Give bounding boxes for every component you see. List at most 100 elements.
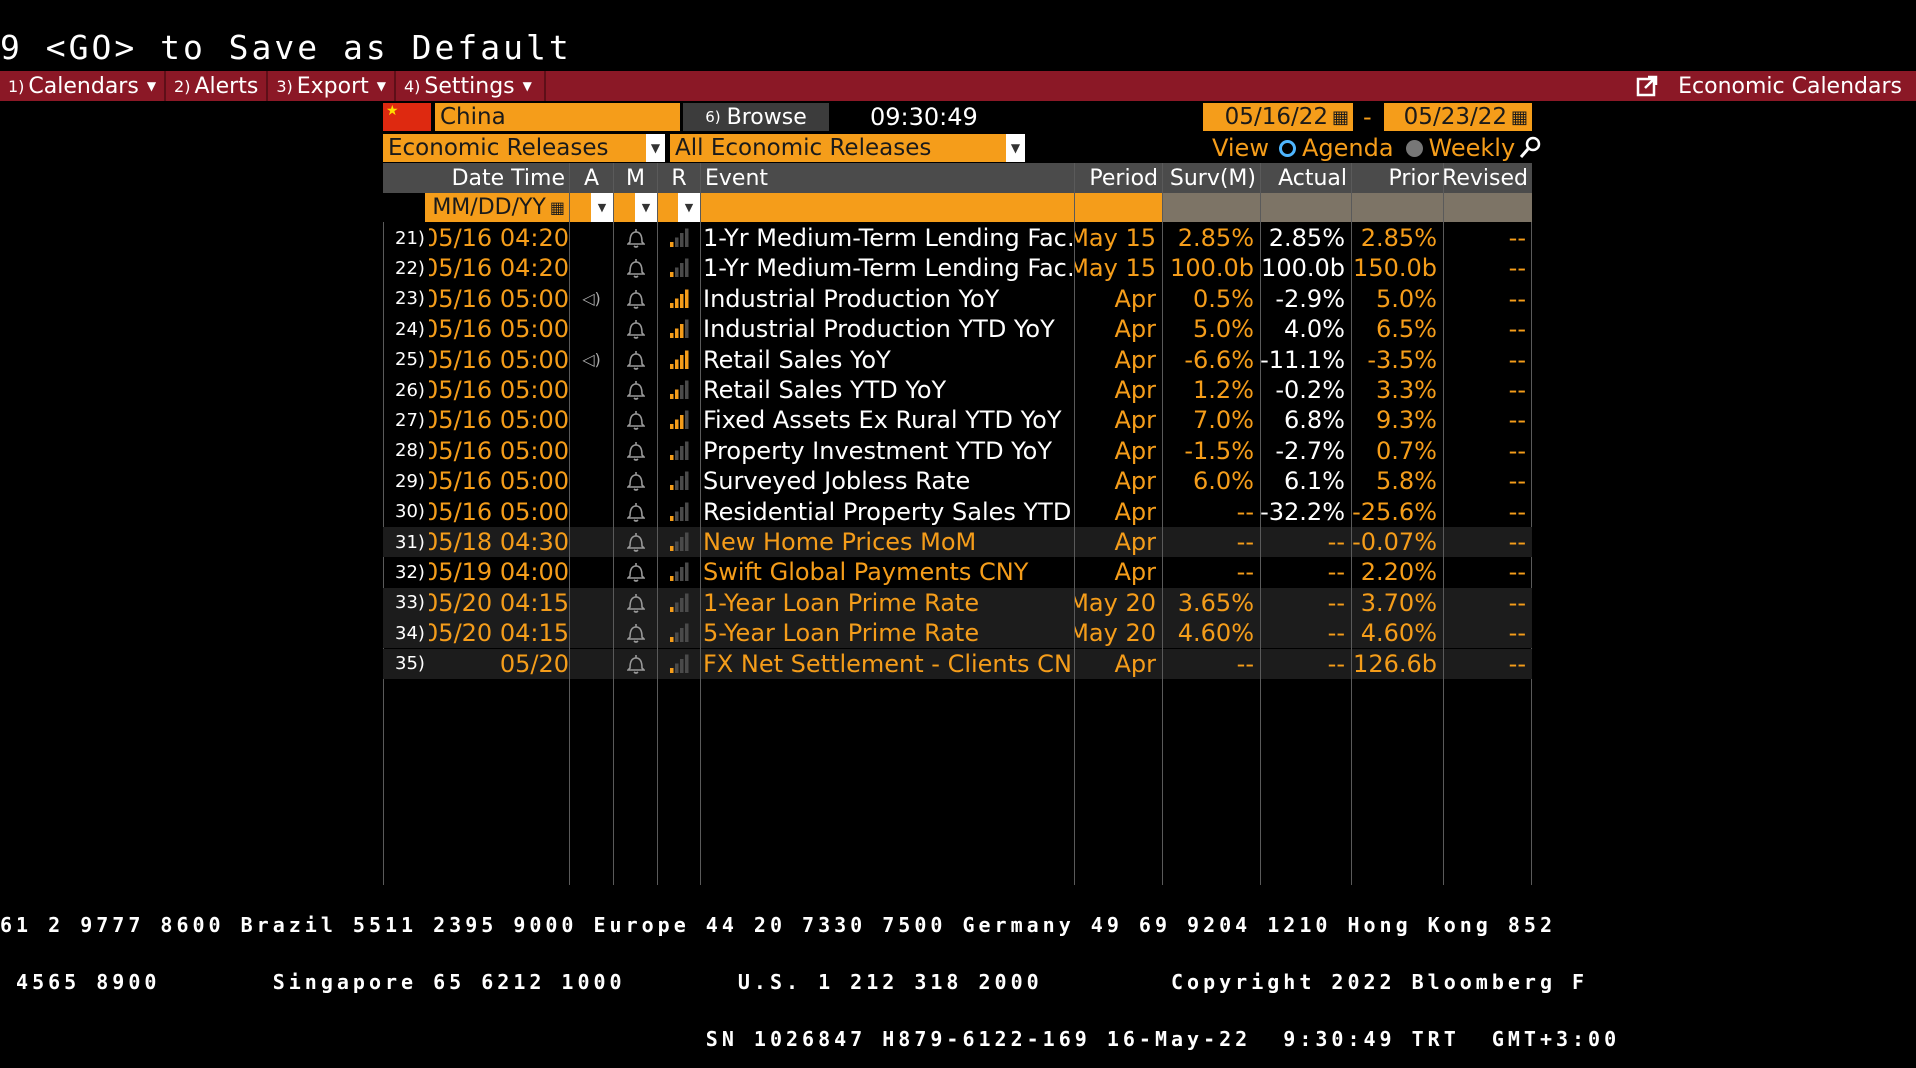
chevron-down-icon[interactable]: ▼ xyxy=(678,193,700,222)
col-header-revised[interactable]: Revised xyxy=(1442,163,1532,193)
bell-icon[interactable] xyxy=(614,557,657,587)
agenda-radio[interactable] xyxy=(1278,139,1296,157)
bell-icon[interactable] xyxy=(614,588,657,618)
table-row[interactable]: 31) 05/18 04:30 New Home Prices MoM Apr -- --… xyxy=(383,527,1532,557)
menu-calendars[interactable]: 1) Calendars ▼ xyxy=(0,71,167,101)
bell-icon[interactable] xyxy=(614,527,657,557)
filter-period[interactable] xyxy=(1075,193,1162,222)
row-index[interactable]: 23) xyxy=(395,288,425,310)
col-header-event[interactable]: Event xyxy=(701,163,1074,193)
speaker-icon[interactable]: ◁) xyxy=(582,289,601,309)
menu-alerts[interactable]: 2) Alerts xyxy=(166,71,269,101)
table-row[interactable]: 22) 05/16 04:20 1-Yr Medium-Term Lending F… xyxy=(383,253,1532,283)
cell-event[interactable]: Residential Property Sales YTD … xyxy=(703,497,1072,526)
bell-icon[interactable] xyxy=(614,497,657,527)
row-index[interactable]: 22) xyxy=(395,257,425,279)
country-field[interactable]: China xyxy=(435,103,680,131)
row-index[interactable]: 35) xyxy=(395,653,425,675)
release-filter-dropdown[interactable]: ▼ xyxy=(1006,134,1025,162)
col-header-actual[interactable]: Actual xyxy=(1261,163,1351,193)
chevron-down-icon[interactable]: ▼ xyxy=(635,193,657,222)
calendar-icon[interactable]: ▦ xyxy=(1331,106,1349,128)
cell-event[interactable]: Surveyed Jobless Rate xyxy=(703,467,971,496)
bell-icon[interactable] xyxy=(614,223,657,253)
table-row[interactable]: 24) 05/16 05:00 Industrial Production YTD … xyxy=(383,314,1532,344)
cell-event[interactable]: Retail Sales YoY xyxy=(703,345,891,374)
table-row[interactable]: 28) 05/16 05:00 Property Investment YTD Yo… xyxy=(383,436,1532,466)
bell-icon[interactable] xyxy=(614,345,657,375)
table-row[interactable]: 27) 05/16 05:00 Fixed Assets Ex Rural YTD … xyxy=(383,405,1532,435)
table-row[interactable]: 30) 05/16 05:00 Residential Property Sales… xyxy=(383,497,1532,527)
date-from-field[interactable]: 05/16/22 ▦ xyxy=(1203,103,1353,131)
table-row[interactable]: 35) 05/20 FX Net Settlement - Clients CNY A… xyxy=(383,648,1532,679)
table-row[interactable]: 33) 05/20 04:15 1-Year Loan Prime Rate May … xyxy=(383,587,1532,618)
calendar-icon[interactable]: ▦ xyxy=(549,198,565,217)
filter-a[interactable]: ▼ xyxy=(570,193,613,222)
row-index[interactable]: 34) xyxy=(395,622,425,644)
row-index[interactable]: 29) xyxy=(395,470,425,492)
date-filter-input[interactable]: MM/DD/YY ▦ xyxy=(425,193,569,222)
cell-event[interactable]: Fixed Assets Ex Rural YTD YoY xyxy=(703,406,1062,435)
cell-event[interactable]: 1-Year Loan Prime Rate xyxy=(703,588,980,617)
row-index[interactable]: 30) xyxy=(395,501,425,523)
bell-icon[interactable] xyxy=(614,375,657,405)
cell-event[interactable]: 1-Yr Medium-Term Lending Fac… xyxy=(703,224,1072,252)
row-index[interactable]: 28) xyxy=(395,440,425,462)
row-index[interactable]: 32) xyxy=(395,561,425,583)
cell-event[interactable]: Property Investment YTD YoY xyxy=(703,436,1052,465)
col-header-a[interactable]: A xyxy=(570,163,613,193)
filter-event[interactable] xyxy=(701,193,1074,222)
col-header-datetime[interactable]: Date Time xyxy=(383,163,569,193)
row-index[interactable]: 26) xyxy=(395,379,425,401)
release-filter-select[interactable]: All Economic Releases xyxy=(670,134,1025,162)
weekly-label[interactable]: Weekly xyxy=(1428,134,1516,162)
browse-button[interactable]: 6) Browse xyxy=(683,103,829,131)
menu-export[interactable]: 3) Export ▼ xyxy=(268,71,396,101)
cell-event[interactable]: 1-Yr Medium-Term Lending Fac… xyxy=(703,254,1072,283)
menu-settings[interactable]: 4) Settings ▼ xyxy=(396,71,546,101)
chevron-down-icon[interactable]: ▼ xyxy=(591,193,613,222)
bell-icon[interactable] xyxy=(614,618,657,648)
bell-icon[interactable] xyxy=(614,405,657,435)
col-header-r[interactable]: R xyxy=(658,163,700,193)
bell-icon[interactable] xyxy=(614,466,657,496)
row-index[interactable]: 27) xyxy=(395,409,425,431)
calendar-type-select[interactable]: Economic Releases xyxy=(383,134,665,162)
speaker-icon[interactable]: ◁) xyxy=(582,350,601,370)
table-row[interactable]: 21) 05/16 04:20 1-Yr Medium-Term Lending F… xyxy=(383,223,1532,253)
calendar-type-dropdown[interactable]: ▼ xyxy=(646,134,665,162)
col-header-m[interactable]: M xyxy=(614,163,657,193)
search-person-icon[interactable] xyxy=(1517,135,1543,161)
cell-event[interactable]: 5-Year Loan Prime Rate xyxy=(703,619,980,648)
bell-icon[interactable] xyxy=(614,284,657,314)
cell-event[interactable]: Industrial Production YTD YoY xyxy=(703,315,1055,344)
cell-event[interactable]: Swift Global Payments CNY xyxy=(703,558,1029,587)
row-index[interactable]: 33) xyxy=(395,592,425,614)
row-index[interactable]: 24) xyxy=(395,318,425,340)
economic-calendars-link[interactable]: Economic Calendars xyxy=(1636,71,1902,101)
weekly-radio[interactable] xyxy=(1405,139,1423,157)
table-row[interactable]: 23) 05/16 05:00 Industrial Production YoY A… xyxy=(383,284,1532,314)
cell-event[interactable]: New Home Prices MoM xyxy=(703,528,977,556)
col-header-period[interactable]: Period xyxy=(1075,163,1162,193)
bell-icon[interactable] xyxy=(614,314,657,344)
col-header-prior[interactable]: Prior xyxy=(1352,163,1443,193)
filter-r[interactable]: ▼ xyxy=(658,193,700,222)
col-header-surv[interactable]: Surv(M) xyxy=(1163,163,1260,193)
table-row[interactable]: 34) 05/20 04:15 5-Year Loan Prime Rate May … xyxy=(383,618,1532,649)
table-row[interactable]: 32) 05/19 04:00 Swift Global Payments CNY A… xyxy=(383,557,1532,587)
table-row[interactable]: 29) 05/16 05:00 Surveyed Jobless Rate Apr 6.… xyxy=(383,466,1532,496)
row-index[interactable]: 25) xyxy=(395,349,425,371)
table-row[interactable]: 25) 05/16 05:00 Retail Sales YoY Apr -6.6% -1… xyxy=(383,345,1532,375)
cell-event[interactable]: FX Net Settlement - Clients CNY xyxy=(703,649,1072,678)
bell-icon[interactable] xyxy=(614,649,657,679)
bell-icon[interactable] xyxy=(614,253,657,283)
date-to-field[interactable]: 05/23/22 ▦ xyxy=(1384,103,1532,131)
row-index[interactable]: 21) xyxy=(395,227,425,249)
calendar-icon[interactable]: ▦ xyxy=(1510,106,1528,128)
bell-icon[interactable] xyxy=(614,436,657,466)
cell-event[interactable]: Industrial Production YoY xyxy=(703,284,1000,313)
table-row[interactable]: 26) 05/16 05:00 Retail Sales YTD YoY Apr 1.2… xyxy=(383,375,1532,405)
filter-m[interactable]: ▼ xyxy=(614,193,657,222)
agenda-label[interactable]: Agenda xyxy=(1301,134,1394,162)
